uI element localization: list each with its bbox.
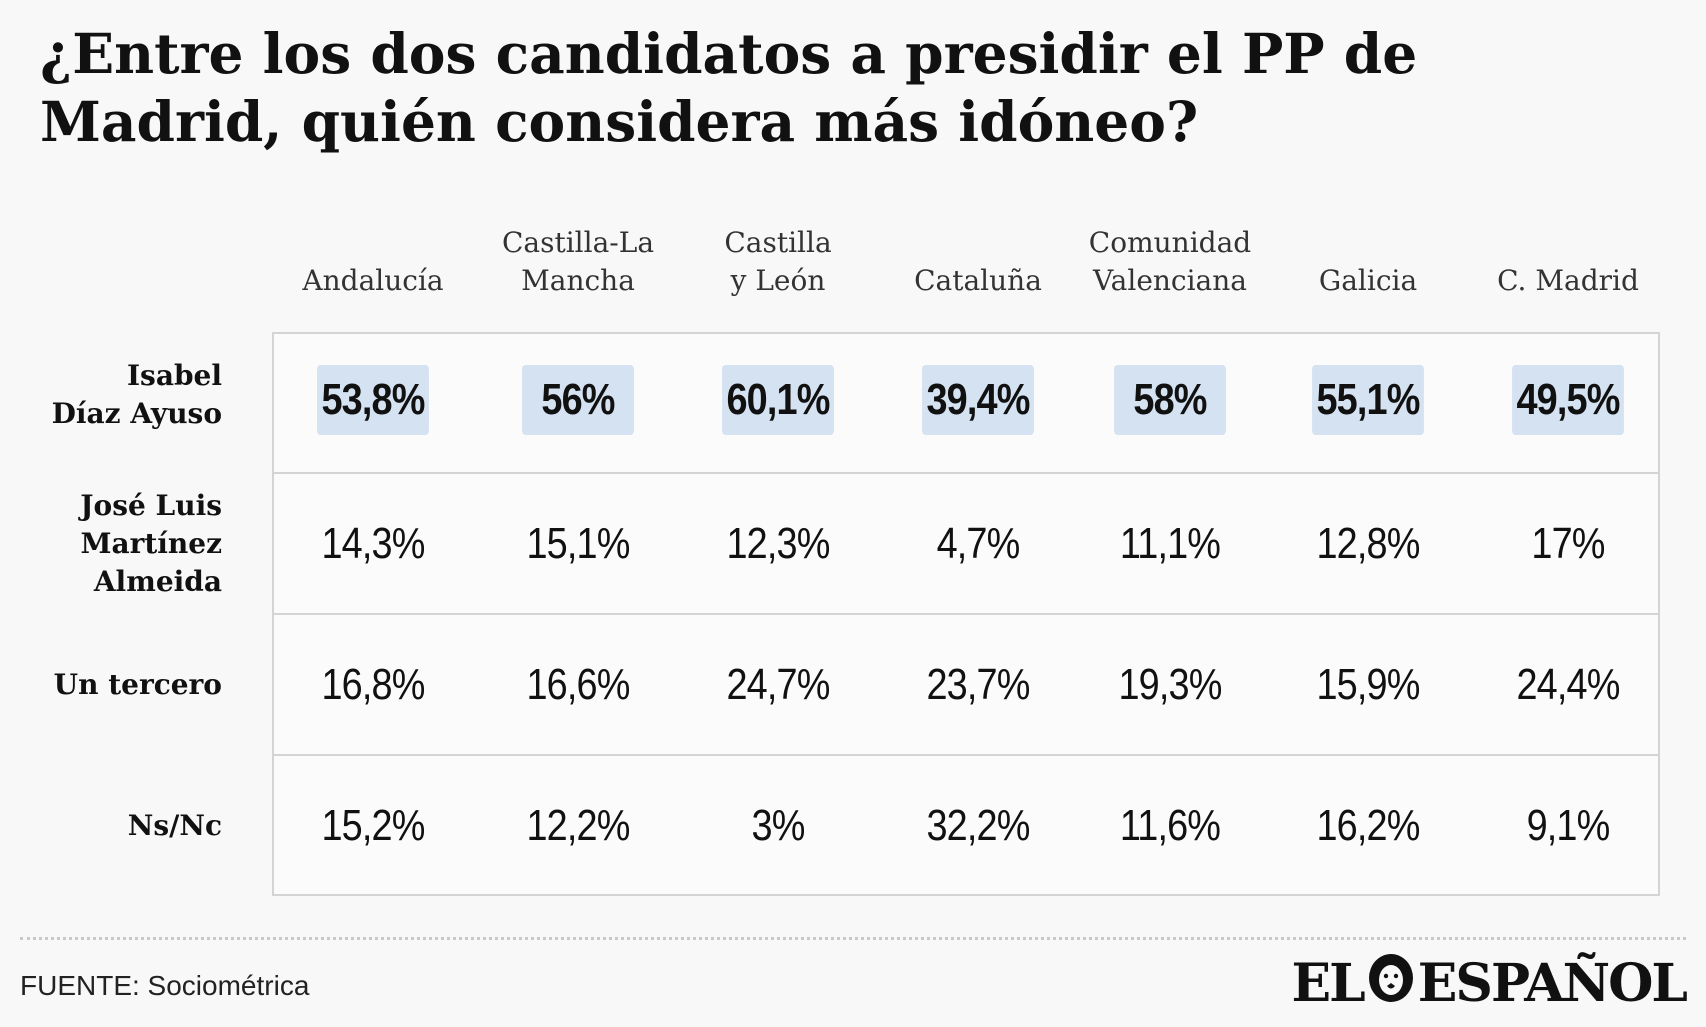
highlighted-value-cell: 60,1% xyxy=(722,365,834,435)
column-header: Cataluña xyxy=(914,264,1042,297)
value-cell: 11,6% xyxy=(1119,800,1221,850)
column-header: Galicia xyxy=(1318,264,1418,297)
value-cell: 32,2% xyxy=(926,800,1030,850)
value-cell: 16,8% xyxy=(321,659,425,709)
value-cell: 3% xyxy=(751,800,806,850)
value-cell: 4,7% xyxy=(936,518,1021,568)
row-divider xyxy=(272,472,1660,474)
highlighted-value-cell: 53,8% xyxy=(317,365,429,435)
logo-text-left: EL xyxy=(1291,952,1366,1014)
chart-title: ¿Entre los dos candidatos a presidir el … xyxy=(40,21,1418,154)
row-label: José Luis Martínez Almeida xyxy=(80,488,222,598)
column-header: Castilla-La Mancha xyxy=(501,226,655,297)
value-cell: 15,1% xyxy=(526,518,630,568)
footer-divider xyxy=(20,937,1686,940)
value-cell: 15,2% xyxy=(321,800,425,850)
highlighted-value-cell: 39,4% xyxy=(922,365,1034,435)
column-header: Comunidad Valenciana xyxy=(1088,226,1252,297)
highlighted-value-cell: 49,5% xyxy=(1512,365,1624,435)
logo-text-right: ESPAÑOL xyxy=(1417,952,1688,1014)
highlighted-value-cell: 56% xyxy=(522,365,634,435)
highlighted-value-cell: 55,1% xyxy=(1312,365,1424,435)
value-cell: 24,7% xyxy=(726,659,830,709)
value-cell: 17% xyxy=(1531,518,1605,568)
row-label: Ns/Nc xyxy=(127,808,222,842)
value-cell: 19,3% xyxy=(1118,659,1222,709)
source-note: FUENTE: Sociométrica xyxy=(20,970,310,1001)
value-cell: 23,7% xyxy=(926,659,1030,709)
row-divider xyxy=(272,613,1660,615)
lion-icon xyxy=(1366,948,1416,1019)
brand-logo: EL ESPAÑOL xyxy=(1291,948,1688,1019)
highlighted-value-cell: 58% xyxy=(1114,365,1226,435)
row-label: Un tercero xyxy=(53,667,222,701)
value-cell: 24,4% xyxy=(1516,659,1620,709)
value-cell: 15,9% xyxy=(1316,659,1420,709)
value-cell: 12,8% xyxy=(1316,518,1420,568)
value-cell: 12,3% xyxy=(726,518,830,568)
value-cell: 11,1% xyxy=(1119,518,1221,568)
column-header: C. Madrid xyxy=(1497,264,1639,297)
value-cell: 16,6% xyxy=(526,659,630,709)
row-label: Isabel Díaz Ayuso xyxy=(51,359,222,430)
value-cell: 9,1% xyxy=(1526,800,1611,850)
value-cell: 14,3% xyxy=(321,518,425,568)
value-cell: 16,2% xyxy=(1316,800,1420,850)
column-header: Castilla y León xyxy=(724,226,832,297)
row-divider xyxy=(272,754,1660,756)
value-cell: 12,2% xyxy=(526,800,630,850)
column-header: Andalucía xyxy=(302,264,444,297)
